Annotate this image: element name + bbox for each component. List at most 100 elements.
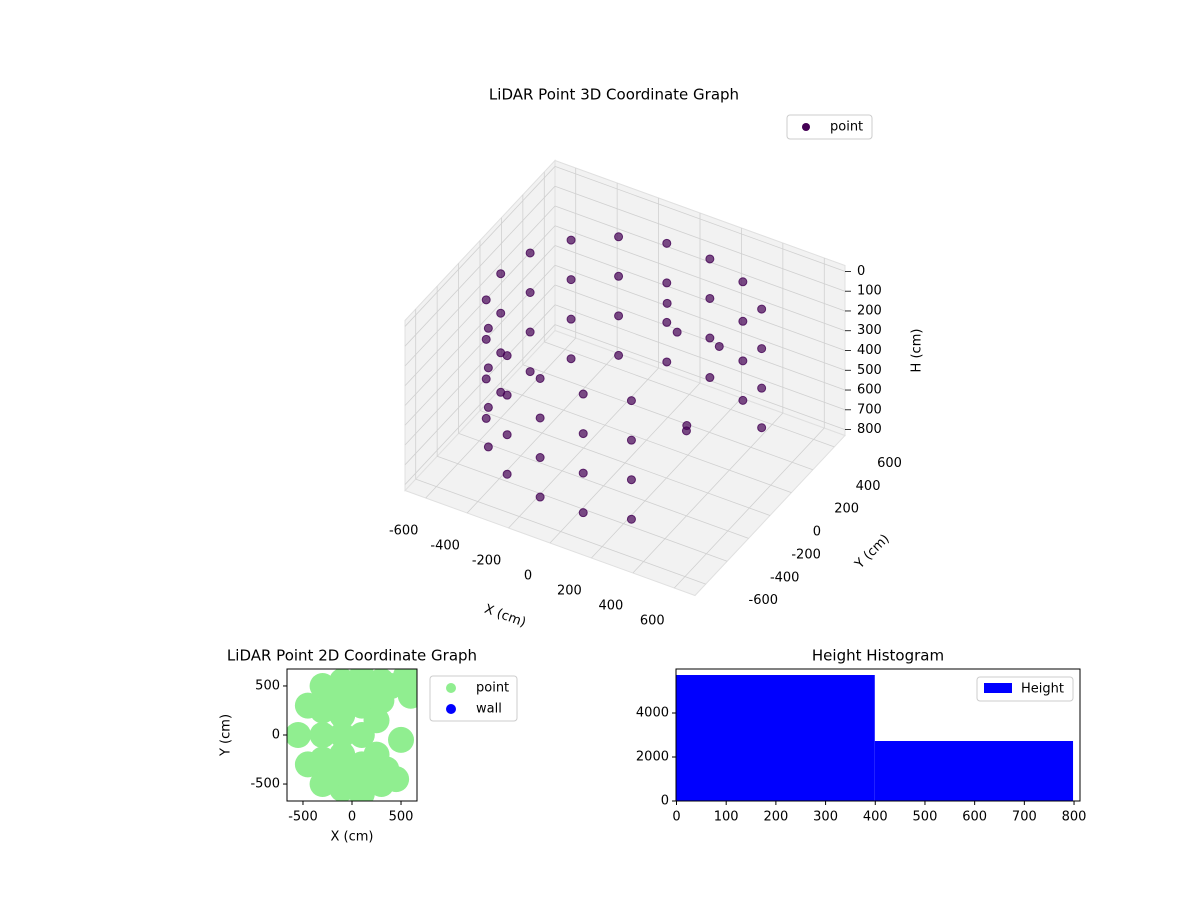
y-tick-label: 600 (877, 456, 902, 471)
point (738, 316, 748, 326)
chart-title: LiDAR Point 2D Coordinate Graph (227, 647, 477, 665)
y-tick-label: 0 (272, 728, 280, 743)
point (662, 357, 672, 367)
point (287, 722, 312, 748)
point (329, 741, 356, 768)
point (319, 682, 346, 709)
grid-line (404, 284, 556, 446)
x-tick-label: 600 (640, 614, 665, 629)
point (681, 426, 691, 436)
y-tick-label: -600 (749, 593, 779, 608)
point (502, 390, 512, 400)
point (388, 726, 415, 753)
point (483, 363, 493, 373)
point (397, 682, 417, 709)
point (566, 235, 576, 245)
y-tick-label: -500 (250, 777, 280, 792)
grid-line (415, 478, 706, 585)
grid-line (404, 245, 556, 406)
point (481, 334, 491, 344)
point (309, 722, 336, 748)
point (672, 327, 682, 337)
point (662, 238, 672, 248)
z-tick-label: 300 (857, 323, 882, 338)
grid-line (404, 324, 556, 485)
y-tick-label: 0 (661, 794, 669, 809)
grid-line (554, 166, 846, 272)
grid-line (479, 410, 771, 516)
x-tick-label: -400 (430, 539, 460, 554)
grid-line (554, 225, 846, 332)
point (578, 508, 588, 518)
point (705, 333, 715, 343)
legend-swatch (984, 683, 1012, 693)
point (614, 311, 624, 321)
point (614, 271, 624, 281)
legend-box (786, 114, 873, 140)
point (757, 423, 767, 433)
grid-line (404, 205, 556, 367)
z-tick-label: 400 (857, 343, 882, 358)
grid-line (554, 324, 846, 430)
z-axis-label: H (cm) (910, 329, 925, 373)
point (483, 442, 493, 452)
point (535, 453, 545, 463)
point (329, 722, 356, 748)
x-tick-label: 400 (598, 599, 623, 614)
grid-line (404, 185, 556, 347)
x-tick-label: 600 (962, 810, 987, 825)
point (626, 514, 636, 524)
grid-line (554, 304, 846, 411)
legend-marker (446, 704, 456, 714)
point (662, 298, 672, 308)
x-tick-label: 500 (389, 810, 414, 825)
grid-line (501, 387, 792, 494)
point (329, 702, 356, 729)
point (626, 475, 636, 485)
grid-line (544, 341, 835, 448)
x-tick-label: 700 (1012, 810, 1037, 825)
grid-line (554, 205, 846, 312)
point (535, 373, 545, 383)
y-tick-label: 400 (856, 479, 881, 494)
x-tick-label: -600 (389, 524, 419, 539)
point (626, 435, 636, 445)
bar (676, 675, 875, 801)
point (502, 351, 512, 361)
y-tick-label: -400 (770, 570, 800, 585)
legend-label: point (476, 681, 509, 696)
z-tick-label: 800 (857, 422, 882, 437)
z-tick-label: 100 (857, 284, 882, 299)
axes-frame (675, 668, 1081, 802)
legend-marker (446, 683, 456, 693)
grid-line (522, 364, 813, 471)
x-tick-label: 0 (672, 810, 680, 825)
point (481, 295, 491, 305)
point (614, 350, 624, 360)
point (705, 254, 715, 264)
point (339, 761, 365, 788)
y-tick-label: 0 (813, 525, 821, 540)
point (339, 682, 365, 709)
x-tick-label: 500 (913, 810, 938, 825)
point (705, 373, 715, 383)
grid-line (404, 166, 556, 327)
point (496, 308, 506, 318)
x-tick-label: 200 (763, 810, 788, 825)
point (566, 314, 576, 324)
point (626, 396, 636, 406)
x-axis-label: X (cm) (331, 830, 374, 845)
chart-title: LiDAR Point 3D Coordinate Graph (489, 86, 739, 104)
grid-line (554, 284, 846, 391)
x-tick-label: -500 (288, 810, 318, 825)
z-tick-label: 700 (857, 402, 882, 417)
bar (874, 741, 1074, 801)
legend-marker (802, 123, 810, 131)
point (535, 492, 545, 502)
z-tick-label: 500 (857, 363, 882, 378)
point (525, 288, 535, 298)
point (525, 248, 535, 258)
point (483, 402, 493, 412)
z-tick-label: 200 (857, 303, 882, 318)
